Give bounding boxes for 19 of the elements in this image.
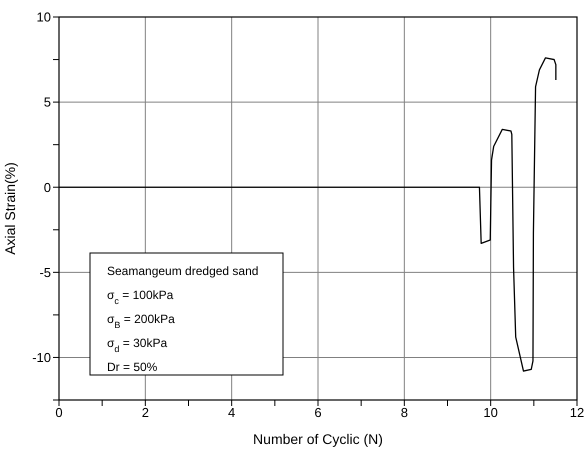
x-tick-label: 4 [228,405,236,420]
y-tick-label: -5 [39,264,51,280]
y-tick-label: 5 [44,94,51,110]
x-tick-label: 12 [570,405,584,420]
x-axis-title: Number of Cyclic (N) [253,431,383,447]
x-tick-label: 2 [142,405,149,420]
y-tick-label: 10 [36,10,51,25]
annotation: σ$_{d}$ = 30kPa [107,336,168,354]
x-tick-label: 8 [400,405,408,420]
annotation: σ$_{c}$ = 100kPa [107,288,174,306]
y-tick-label: -10 [32,350,51,366]
y-tick-label: 0 [44,180,51,195]
x-tick-label: 10 [483,405,498,420]
x-tick-label: 6 [314,405,322,420]
annotation: Seamangeum dredged sand [107,264,258,278]
x-tick-label: 0 [55,405,63,420]
annotation: Dr = 50% [107,360,158,374]
y-axis-title: Axial Strain(%) [2,162,18,255]
annotation: σ$_{B}$ = 200kPa [107,312,176,330]
